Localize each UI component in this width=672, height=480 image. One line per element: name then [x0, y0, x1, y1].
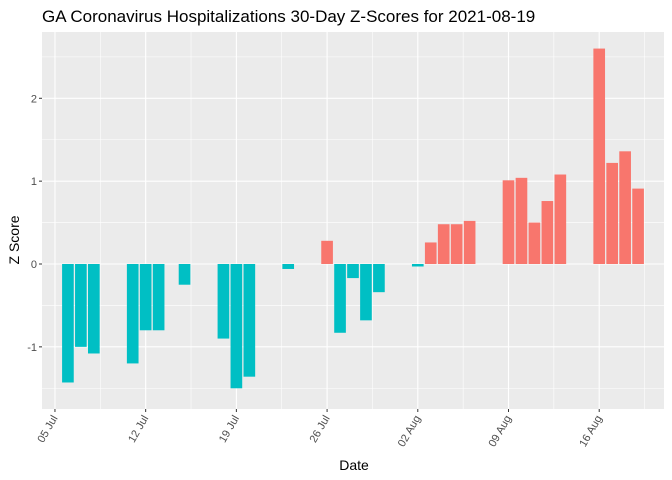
bar	[334, 264, 346, 333]
bar	[360, 264, 372, 321]
x-tick-label: 16 Aug	[577, 414, 605, 450]
bar	[437, 224, 450, 264]
y-axis-title: Z Score	[6, 215, 22, 264]
x-axis-title: Date	[339, 457, 369, 473]
bar	[243, 264, 256, 377]
bar	[515, 177, 528, 264]
bar	[347, 264, 359, 279]
y-tick-label: 0	[31, 259, 37, 271]
bar	[606, 162, 618, 264]
bar	[424, 242, 437, 264]
bar	[411, 264, 424, 267]
bar	[632, 188, 644, 264]
bar	[88, 264, 100, 354]
y-tick-label: 1	[31, 176, 37, 188]
chart-title: GA Coronavirus Hospitalizations 30-Day Z…	[42, 7, 535, 26]
bar	[528, 222, 541, 264]
x-tick-label: 19 Jul	[217, 414, 242, 445]
x-tick-label: 12 Jul	[126, 414, 151, 445]
bar	[463, 220, 476, 264]
bar	[502, 180, 515, 264]
bars	[62, 48, 644, 389]
bar	[126, 264, 139, 364]
bar	[373, 264, 385, 293]
bar	[450, 224, 463, 264]
bar	[152, 264, 165, 331]
bar	[62, 264, 74, 383]
y-tick-label: -1	[27, 342, 37, 354]
bar	[75, 264, 87, 347]
bar	[541, 201, 554, 264]
x-tick-label: 26 Jul	[308, 414, 333, 445]
bar	[139, 264, 152, 331]
bar	[619, 151, 631, 264]
x-tick-label: 05 Jul	[35, 414, 60, 445]
bar	[217, 264, 230, 339]
bar	[554, 174, 567, 264]
bar	[178, 264, 191, 285]
x-tick-label: 09 Aug	[487, 414, 515, 450]
y-axis: -1 0 1 2	[27, 93, 42, 354]
bar	[282, 264, 295, 269]
y-tick-label: 2	[31, 93, 37, 105]
x-tick-label: 02 Aug	[396, 414, 424, 450]
bar	[321, 240, 333, 264]
bar	[230, 264, 243, 389]
x-axis: 05 Jul 12 Jul 19 Jul 26 Jul 02 Aug 09 Aug 16 A…	[35, 409, 605, 450]
bar	[593, 48, 606, 265]
